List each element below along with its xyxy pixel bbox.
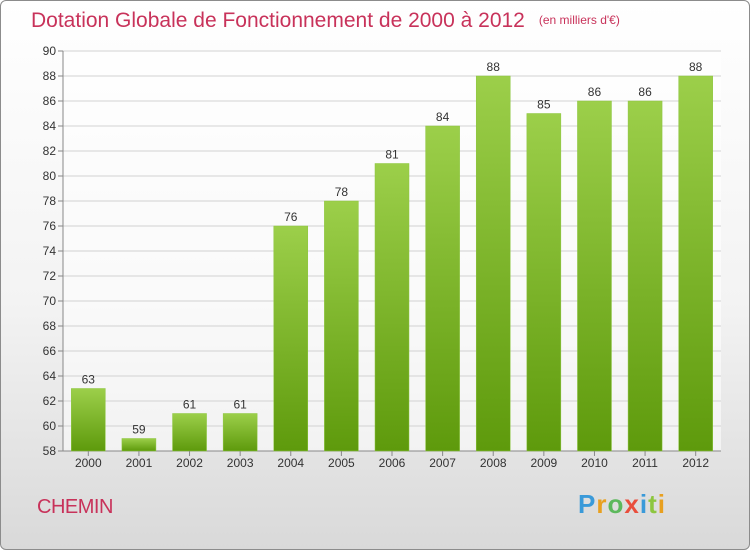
bar xyxy=(222,413,258,452)
y-tick-label: 82 xyxy=(43,144,57,158)
y-tick-label: 60 xyxy=(43,419,57,433)
x-tick-label: 2005 xyxy=(328,456,355,470)
data-label: 88 xyxy=(689,60,703,74)
bar xyxy=(273,225,309,452)
y-tick-label: 68 xyxy=(43,319,57,333)
proxiti-logo: Proxiti xyxy=(578,489,666,519)
y-tick-label: 66 xyxy=(43,344,57,358)
y-tick-label: 64 xyxy=(43,369,57,383)
y-tick-label: 80 xyxy=(43,169,57,183)
x-tick-label: 2006 xyxy=(379,456,406,470)
data-label: 61 xyxy=(233,398,247,412)
bar xyxy=(475,75,511,452)
x-tick-label: 2008 xyxy=(480,456,507,470)
bar xyxy=(526,113,562,452)
bar xyxy=(324,200,359,452)
bar xyxy=(678,75,713,452)
y-tick-label: 76 xyxy=(43,219,57,233)
y-tick-label: 74 xyxy=(43,244,57,258)
data-label: 59 xyxy=(132,423,146,437)
y-tick-label: 86 xyxy=(43,94,57,108)
y-tick-label: 88 xyxy=(43,69,57,83)
bar xyxy=(71,388,106,452)
bar xyxy=(577,100,612,452)
y-tick-label: 58 xyxy=(43,444,57,458)
data-label: 86 xyxy=(588,85,602,99)
unit-label: (en milliers d'€) xyxy=(538,13,620,27)
data-label: 61 xyxy=(183,398,197,412)
y-tick-label: 72 xyxy=(43,269,57,283)
x-tick-label: 2004 xyxy=(277,456,304,470)
x-tick-label: 2010 xyxy=(581,456,608,470)
y-tick-label: 78 xyxy=(43,194,57,208)
y-tick-label: 70 xyxy=(43,294,57,308)
x-tick-label: 2011 xyxy=(632,456,658,470)
data-label: 85 xyxy=(537,98,551,112)
title-text: Dotation Globale de Fonctionnement de 20… xyxy=(31,9,525,32)
bar xyxy=(374,163,410,452)
y-tick-label: 84 xyxy=(43,119,57,133)
data-label: 76 xyxy=(284,210,298,224)
data-label: 84 xyxy=(436,110,450,124)
data-label: 88 xyxy=(487,60,501,74)
y-tick-label: 62 xyxy=(43,394,57,408)
data-label: 78 xyxy=(335,185,349,199)
data-label: 86 xyxy=(638,85,652,99)
bar xyxy=(425,125,460,452)
data-label: 81 xyxy=(385,148,399,162)
commune-name: CHEMIN xyxy=(37,496,113,518)
x-tick-label: 2002 xyxy=(176,456,203,470)
bar xyxy=(121,438,157,452)
x-tick-label: 2003 xyxy=(227,456,254,470)
x-tick-label: 2012 xyxy=(682,456,709,470)
x-tick-label: 2000 xyxy=(75,456,102,470)
x-tick-label: 2001 xyxy=(126,456,153,470)
data-label: 63 xyxy=(82,373,96,387)
chart-title: Dotation Globale de Fonctionnement de 20… xyxy=(31,9,620,33)
bar xyxy=(172,413,207,452)
x-tick-label: 2009 xyxy=(530,456,557,470)
bar xyxy=(627,100,663,452)
y-tick-label: 90 xyxy=(43,44,57,58)
x-tick-label: 2007 xyxy=(429,456,456,470)
